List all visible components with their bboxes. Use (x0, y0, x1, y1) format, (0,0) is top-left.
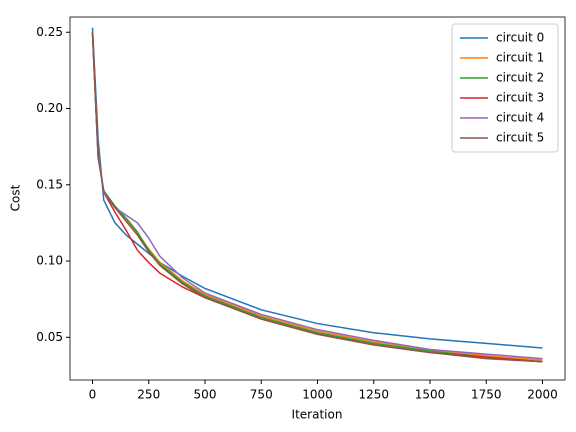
x-tick-label: 1750 (471, 388, 502, 402)
x-tick-label: 750 (250, 388, 273, 402)
x-tick-label: 2000 (527, 388, 558, 402)
legend-label: circuit 1 (496, 51, 544, 65)
x-axis-label: Iteration (292, 408, 343, 422)
legend-box (451, 23, 559, 153)
line (91, 27, 543, 349)
x-tick-label: 1000 (302, 388, 333, 402)
x-tick-label: 500 (194, 388, 217, 402)
legend-label: circuit 2 (496, 71, 544, 85)
legend-label: circuit 4 (496, 111, 544, 125)
x-tick-label: 1500 (415, 388, 446, 402)
legend-label: circuit 3 (496, 91, 544, 105)
y-tick-label: 0.10 (36, 254, 63, 268)
y-tick-label: 0.20 (36, 101, 63, 115)
y-tick-label: 0.25 (36, 25, 63, 39)
y-axis-label: Cost (9, 184, 23, 211)
line (91, 32, 543, 363)
x-tick-label: 250 (137, 388, 160, 402)
x-tick-label: 0 (89, 388, 97, 402)
legend-label: circuit 0 (496, 31, 544, 45)
y-tick-label: 0.05 (36, 330, 63, 344)
x-tick-label: 1250 (358, 388, 389, 402)
y-tick-label: 0.15 (36, 177, 63, 191)
plot-frame (69, 16, 566, 381)
legend-label: circuit 5 (496, 131, 544, 145)
